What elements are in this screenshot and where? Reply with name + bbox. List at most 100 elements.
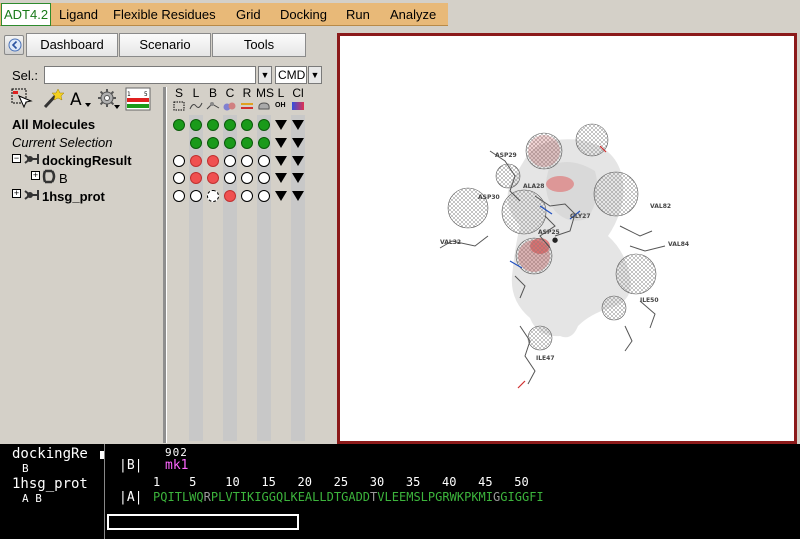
menu-adt42[interactable]: ADT4.2 [1, 3, 52, 26]
tree-docking-result[interactable]: dockingResult [42, 153, 132, 168]
label-asp29: ASP29 [495, 152, 517, 159]
label-asp30: ASP30 [478, 194, 500, 201]
toggle-1hsg_prot-3[interactable] [224, 190, 236, 202]
label-oh-icon: OH [275, 102, 286, 109]
toggle-B-2[interactable] [207, 172, 219, 184]
toggle-1hsg_prot-1[interactable] [190, 190, 202, 202]
dropdown-triangle-icon[interactable] [292, 191, 304, 201]
toggle-current-4[interactable] [241, 137, 253, 149]
menu-bar: ADT4.2 Ligand Flexible Residues Grid Doc… [0, 0, 800, 27]
toggle-dockingResult-2[interactable] [207, 155, 219, 167]
3d-viewer-canvas[interactable]: ASP29 ALA28 ASP30 GLY27 ASP25 VAL32 VAL8… [337, 33, 797, 444]
col-header-lines: L [192, 86, 200, 100]
selection-dropdown-button[interactable]: ▼ [258, 66, 272, 84]
col-header-show: S [174, 86, 183, 100]
toggle-dockingResult-4[interactable] [241, 155, 253, 167]
toggle-current-2[interactable] [207, 137, 219, 149]
toggle-all-2[interactable] [207, 119, 219, 131]
menu-docking[interactable]: Docking [280, 7, 327, 22]
label-val32: VAL32 [440, 239, 461, 246]
toggle-1hsg_prot-2[interactable] [207, 190, 219, 202]
tab-tools[interactable]: Tools [212, 33, 306, 57]
cmd-dropdown-button[interactable]: ▼ [308, 66, 322, 84]
dashboard-panel: Dashboard Scenario Tools Sel.: ▼ CMD ▼ A [0, 31, 334, 443]
tree-1hsg-prot[interactable]: 1hsg_prot [42, 189, 105, 204]
dropdown-triangle-icon[interactable] [275, 173, 287, 183]
toggle-all-5[interactable] [258, 119, 270, 131]
protein-sequence[interactable]: PQITLWQRPLVTIKIGGQLKEALLDTGADDTVLEEMSLPG… [153, 490, 544, 504]
sequence-viewer-icon[interactable]: 1 5 [125, 87, 151, 111]
dropdown-triangle-icon[interactable] [292, 120, 304, 130]
toggle-dockingResult-5[interactable] [258, 155, 270, 167]
seq-name-cursor [100, 451, 106, 459]
tree-divider-highlight [166, 87, 167, 443]
dropdown-triangle-icon[interactable] [292, 138, 304, 148]
toggle-all-4[interactable] [241, 119, 253, 131]
menu-analyze[interactable]: Analyze [390, 7, 437, 22]
expand-docking-result[interactable]: − [12, 153, 21, 163]
sequence-scrollbar[interactable] [107, 514, 299, 530]
tree-all-molecules[interactable]: All Molecules [12, 117, 96, 132]
seq-chain-protein: A B [22, 492, 42, 505]
molecule-icon [24, 154, 39, 164]
toggle-1hsg_prot-0[interactable] [173, 190, 185, 202]
ligand-name[interactable]: mk1 [165, 458, 189, 473]
dropdown-triangle-icon[interactable] [275, 120, 287, 130]
toggle-current-1[interactable] [190, 137, 202, 149]
toggle-dockingResult-0[interactable] [173, 155, 185, 167]
tab-scenario[interactable]: Scenario [119, 33, 211, 57]
cmd-select[interactable]: CMD [275, 66, 307, 84]
label-val84: VAL84 [668, 241, 689, 248]
selection-label: Sel.: [12, 68, 39, 83]
toggle-dockingResult-3[interactable] [224, 155, 236, 167]
col-header-color: Cl [292, 86, 304, 100]
settings-gear-icon[interactable] [96, 87, 122, 111]
toggle-B-5[interactable] [258, 172, 270, 184]
label-asp25: ASP25 [538, 229, 560, 236]
selection-input[interactable] [44, 66, 256, 84]
dropdown-triangle-icon[interactable] [275, 191, 287, 201]
dropdown-triangle-icon[interactable] [292, 173, 304, 183]
label-gly27: GLY27 [570, 213, 591, 220]
menu-ligand[interactable]: Ligand [59, 7, 99, 22]
label-ala28: ALA28 [523, 183, 544, 190]
toggle-B-1[interactable] [190, 172, 202, 184]
toggle-all-3[interactable] [224, 119, 236, 131]
chain-icon [42, 169, 56, 184]
label-font-icon[interactable]: A [68, 87, 94, 111]
menu-grid[interactable]: Grid [236, 7, 261, 22]
tree-divider[interactable] [163, 87, 166, 443]
menu-run[interactable]: Run [346, 7, 370, 22]
toggle-B-3[interactable] [224, 172, 236, 184]
dropdown-triangle-icon[interactable] [275, 138, 287, 148]
sequence-display[interactable]: 902 |B| mk1 1 5 10 15 20 25 30 35 40 45 … [104, 444, 800, 539]
toggle-B-4[interactable] [241, 172, 253, 184]
toggle-B-0[interactable] [173, 172, 185, 184]
seq-name-docking[interactable]: dockingRe [12, 446, 88, 462]
toggle-all-1[interactable] [190, 119, 202, 131]
magic-wand-icon[interactable] [40, 87, 66, 111]
collapse-panel-button[interactable] [4, 35, 24, 55]
sequence-viewer: dockingRe B 1hsg_prot A B 902 |B| mk1 1 … [0, 444, 800, 539]
toggle-dockingResult-1[interactable] [190, 155, 202, 167]
tree-chain-b[interactable]: B [59, 171, 68, 186]
dropdown-triangle-icon[interactable] [292, 156, 304, 166]
dropdown-triangle-icon[interactable] [275, 156, 287, 166]
toggle-all-0[interactable] [173, 119, 185, 131]
tree-current-selection[interactable]: Current Selection [12, 135, 113, 150]
menu-flexible-residues[interactable]: Flexible Residues [113, 7, 216, 22]
expand-protein[interactable]: + [12, 188, 21, 198]
expand-chain-b[interactable]: + [31, 170, 40, 180]
toggle-current-3[interactable] [224, 137, 236, 149]
clear-selection-icon[interactable] [10, 87, 36, 111]
color-icon [292, 102, 304, 110]
toggle-1hsg_prot-5[interactable] [258, 190, 270, 202]
tab-dashboard[interactable]: Dashboard [26, 33, 118, 57]
lines-icon [189, 102, 203, 110]
ball-stick-icon [206, 102, 220, 110]
col-header-label: L [277, 86, 285, 100]
seq-name-protein[interactable]: 1hsg_prot [12, 476, 88, 492]
toggle-1hsg_prot-4[interactable] [241, 190, 253, 202]
residue-spheres [447, 123, 657, 351]
toggle-current-5[interactable] [258, 137, 270, 149]
